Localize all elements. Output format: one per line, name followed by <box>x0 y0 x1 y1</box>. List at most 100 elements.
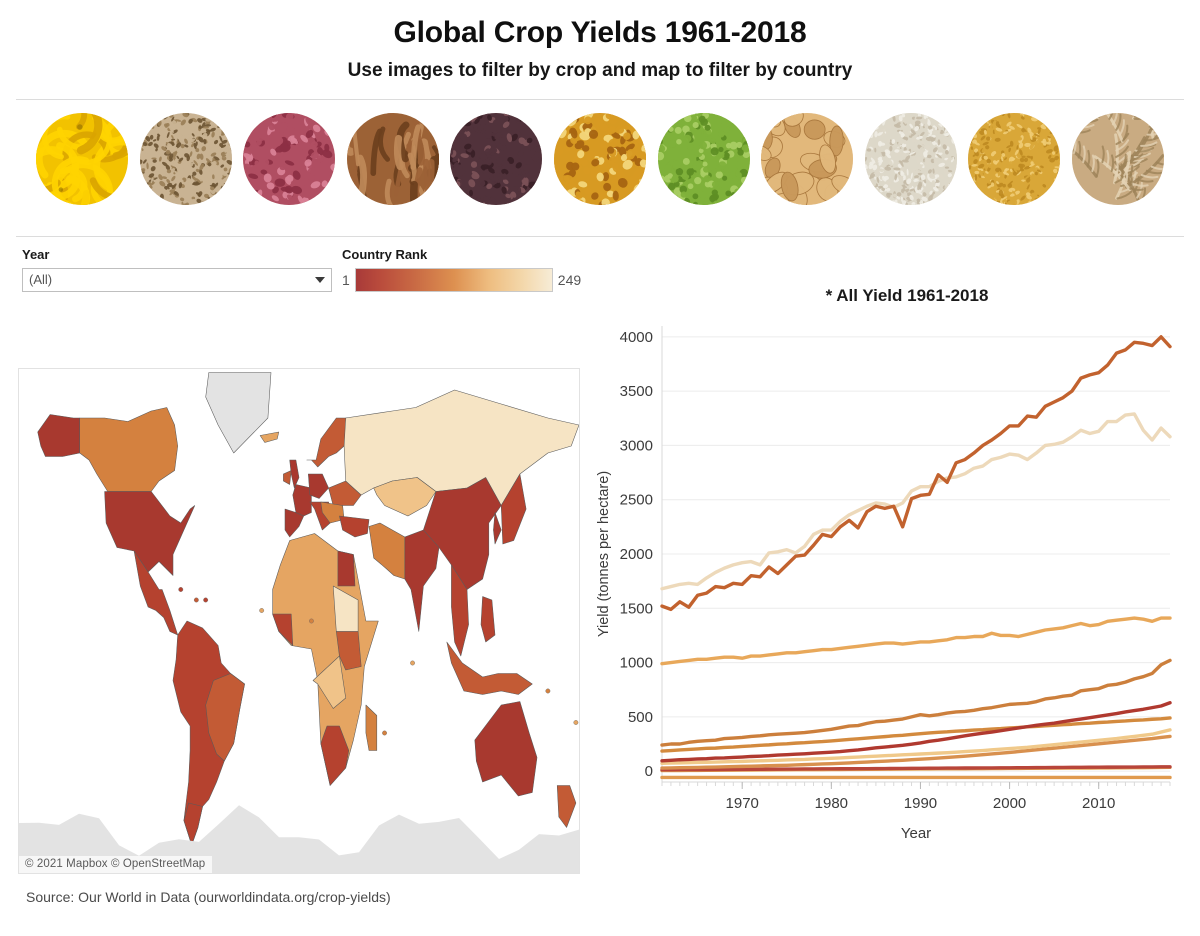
map-country-egypt[interactable] <box>337 550 356 587</box>
map-country-ireland[interactable] <box>283 470 292 485</box>
map-island-5[interactable] <box>382 730 387 736</box>
map-country-kazakhstan[interactable] <box>373 477 437 517</box>
bananas-image <box>36 113 128 206</box>
map-country-canada[interactable] <box>79 407 178 492</box>
page-subtitle: Use images to filter by crop and map to … <box>347 59 853 81</box>
year-select[interactable]: (All) <box>22 267 332 292</box>
chart-series-rice[interactable] <box>660 412 1172 591</box>
map-country-uk[interactable] <box>289 459 300 489</box>
map-country-philippines[interactable] <box>480 596 496 643</box>
crop-filter-barley[interactable] <box>139 113 232 206</box>
map-attribution: © 2021 Mapbox © OpenStreetMap <box>19 856 213 873</box>
soybeans-image <box>968 113 1061 206</box>
map-country-southern-africa[interactable] <box>320 725 350 786</box>
map-island-1[interactable] <box>193 597 199 603</box>
map-island-0[interactable] <box>203 597 209 603</box>
chevron-down-icon <box>315 276 325 283</box>
potatoes-image <box>761 113 854 206</box>
map-country-iceland[interactable] <box>259 431 280 443</box>
crop-filter-rice[interactable] <box>864 113 957 206</box>
y-axis-tick: 1500 <box>620 600 653 617</box>
map-country-new-zealand[interactable] <box>556 785 577 828</box>
dashboard-header: Global Crop Yields 1961-2018 Use images … <box>0 0 1200 81</box>
page-title: Global Crop Yields 1961-2018 <box>393 16 807 49</box>
map-country-france[interactable] <box>292 484 312 517</box>
controls-row: Year (All) Country Rank 1 249 <box>0 237 1200 309</box>
map-country-patagonia[interactable] <box>183 802 203 846</box>
x-axis-tick-label: 2000 <box>993 795 1026 812</box>
y-axis-tick: 2000 <box>620 546 653 563</box>
map-country-india[interactable] <box>404 529 440 632</box>
y-axis-tick: 0 <box>645 763 653 780</box>
crop-strip-divider <box>16 236 1184 238</box>
chart-series-wheat[interactable] <box>660 658 1172 747</box>
chart-series-soybeans[interactable] <box>660 734 1172 770</box>
chart-title: * All Yield 1961-2018 <box>825 286 989 305</box>
yield-line-chart-panel: * All Yield 1961-2018 0 500 1000 1500 2000 25… <box>592 286 1192 876</box>
chart-series-cocoa[interactable] <box>660 765 1172 772</box>
map-country-turkey[interactable] <box>339 515 370 538</box>
map-country-greenland[interactable] <box>205 372 272 454</box>
chart-series-beans[interactable] <box>660 701 1172 763</box>
map-island-8[interactable] <box>573 720 579 725</box>
y-axis-tick: 3000 <box>620 437 653 454</box>
year-select-value: (All) <box>29 272 53 288</box>
y-axis-tick: 500 <box>628 709 653 726</box>
barley-image <box>139 113 232 206</box>
crop-filter-cassava[interactable] <box>346 113 439 206</box>
rank-min-value: 1 <box>342 271 350 288</box>
map-country-usa[interactable] <box>104 491 196 576</box>
year-filter-label: Year <box>22 247 50 263</box>
map-country-sea-mainland[interactable] <box>451 564 469 657</box>
country-rank-scale: 1 249 <box>342 267 581 292</box>
y-axis-tick: 1000 <box>620 655 653 672</box>
map-country-congo[interactable] <box>312 655 346 709</box>
map-country-iran[interactable] <box>368 522 406 580</box>
map-island-6[interactable] <box>410 660 415 666</box>
crop-filter-soybeans[interactable] <box>968 113 1061 206</box>
crop-filter-bananas[interactable] <box>36 113 128 206</box>
rice-image <box>864 113 957 206</box>
x-axis-title: Year <box>901 825 931 842</box>
crop-filter-potatoes[interactable] <box>761 113 854 206</box>
map-country-australia[interactable] <box>474 701 538 797</box>
country-rank-label: Country Rank <box>342 247 428 263</box>
map-country-west-africa[interactable] <box>272 613 294 646</box>
crop-filter-strip[interactable] <box>16 100 1184 218</box>
map-country-japan-sakhalin[interactable] <box>500 473 527 545</box>
map-country-korea[interactable] <box>493 512 502 545</box>
map-country-germany-poland[interactable] <box>308 473 329 499</box>
yield-line-chart[interactable]: 0 500 1000 1500 2000 2500 3000 3500 4000 1970 1980… <box>592 312 1192 872</box>
map-island-3[interactable] <box>309 618 314 624</box>
beans-image <box>243 113 336 206</box>
chart-series-cassava[interactable] <box>660 728 1172 766</box>
map-country-indonesia[interactable] <box>446 641 533 695</box>
map-country-east-africa[interactable] <box>336 631 362 671</box>
x-axis-tick-label: 1990 <box>904 795 937 812</box>
rank-gradient-bar <box>354 267 553 292</box>
crop-filter-wheat[interactable] <box>1071 113 1164 206</box>
y-axis-title: Yield (tonnes per hectare) <box>596 471 612 637</box>
year-filter: Year (All) <box>22 247 332 309</box>
crop-filter-cocoa[interactable] <box>450 113 543 206</box>
map-island-4[interactable] <box>259 608 265 613</box>
map-country-mexico-ca[interactable] <box>133 550 178 636</box>
crop-filter-maize[interactable] <box>553 113 646 206</box>
chart-series-barley[interactable] <box>660 716 1172 753</box>
cassava-image <box>346 113 439 206</box>
crop-filter-beans[interactable] <box>243 113 336 206</box>
maize-image <box>553 113 646 206</box>
map-country-balkans[interactable] <box>320 501 345 524</box>
map-island-2[interactable] <box>178 587 184 592</box>
crop-filter-peas[interactable] <box>657 113 750 206</box>
chart-series-potatoes[interactable] <box>660 616 1172 666</box>
map-country-madagascar[interactable] <box>365 704 378 751</box>
map-country-brazil-int[interactable] <box>205 673 245 762</box>
chart-series-maize[interactable] <box>660 335 1172 612</box>
world-choropleth-map[interactable]: © 2021 Mapbox © OpenStreetMap <box>18 368 580 874</box>
y-axis-tick: 2500 <box>620 492 653 509</box>
header-divider <box>16 99 1184 101</box>
country-rank-legend: Country Rank 1 249 <box>342 247 581 309</box>
map-canvas[interactable] <box>19 369 579 873</box>
map-island-7[interactable] <box>545 688 551 694</box>
